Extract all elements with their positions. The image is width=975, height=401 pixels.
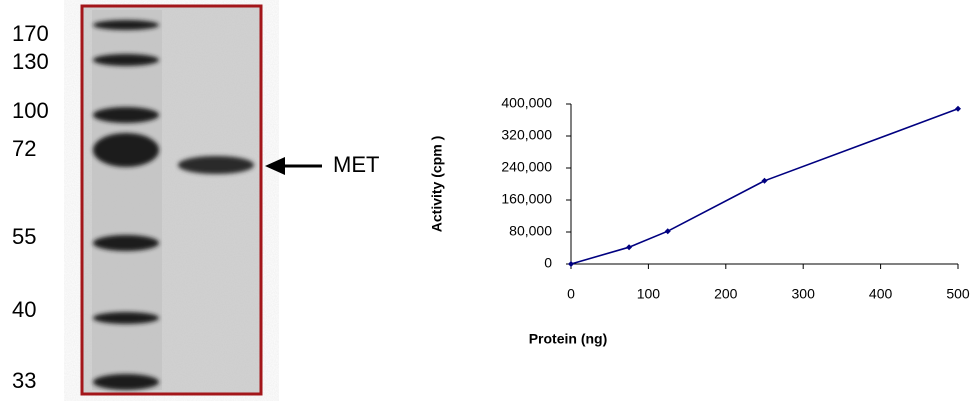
marker-label: 130 — [12, 49, 49, 74]
met-band — [178, 156, 254, 174]
data-point — [955, 105, 961, 112]
marker-label: 170 — [12, 21, 49, 46]
data-point — [761, 177, 768, 184]
marker-band — [93, 54, 159, 66]
x-tick-label: 0 — [567, 286, 575, 302]
y-tick-label: 0 — [544, 255, 552, 271]
x-tick-label: 500 — [946, 286, 970, 302]
marker-label: 55 — [12, 224, 36, 249]
x-tick-label: 200 — [714, 286, 738, 302]
x-tick-label: 400 — [869, 286, 893, 302]
data-point — [568, 261, 574, 267]
y-tick-label: 240,000 — [501, 159, 552, 175]
met-label: MET — [333, 152, 379, 177]
gel-image — [82, 6, 261, 394]
marker-band — [93, 20, 159, 30]
data-line — [570, 108, 959, 265]
marker-band — [93, 312, 159, 324]
x-tick-label: 100 — [637, 286, 661, 302]
marker-band — [93, 374, 159, 390]
y-axis-title: Activity (cpm ) — [429, 136, 445, 232]
marker-label: 72 — [12, 136, 36, 161]
marker-lane — [92, 10, 162, 390]
x-tick-label: 300 — [792, 286, 816, 302]
marker-band — [93, 133, 159, 167]
y-tick-label: 160,000 — [501, 191, 552, 207]
marker-label: 33 — [12, 368, 36, 393]
y-tick-label: 80,000 — [509, 223, 552, 239]
data-point — [626, 244, 633, 251]
marker-band — [93, 235, 159, 251]
x-axis-title: Protein (ng) — [529, 331, 608, 347]
y-tick-label: 400,000 — [501, 95, 552, 111]
marker-band — [93, 107, 159, 123]
gel-border — [80, 4, 263, 396]
marker-label: 100 — [12, 98, 49, 123]
marker-label: 40 — [12, 297, 36, 322]
met-arrowhead — [265, 157, 285, 175]
data-point — [664, 228, 671, 235]
y-tick-label: 320,000 — [501, 127, 552, 143]
